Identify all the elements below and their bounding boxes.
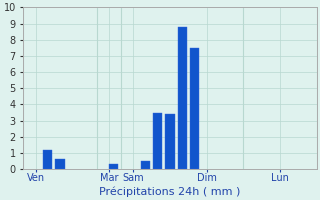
- Bar: [43, 150, 52, 169]
- X-axis label: Précipitations 24h ( mm ): Précipitations 24h ( mm ): [99, 186, 241, 197]
- Bar: [178, 27, 187, 169]
- Bar: [153, 113, 162, 169]
- Bar: [55, 159, 65, 169]
- Bar: [165, 114, 175, 169]
- Bar: [109, 164, 118, 169]
- Bar: [141, 161, 150, 169]
- Bar: [190, 48, 199, 169]
